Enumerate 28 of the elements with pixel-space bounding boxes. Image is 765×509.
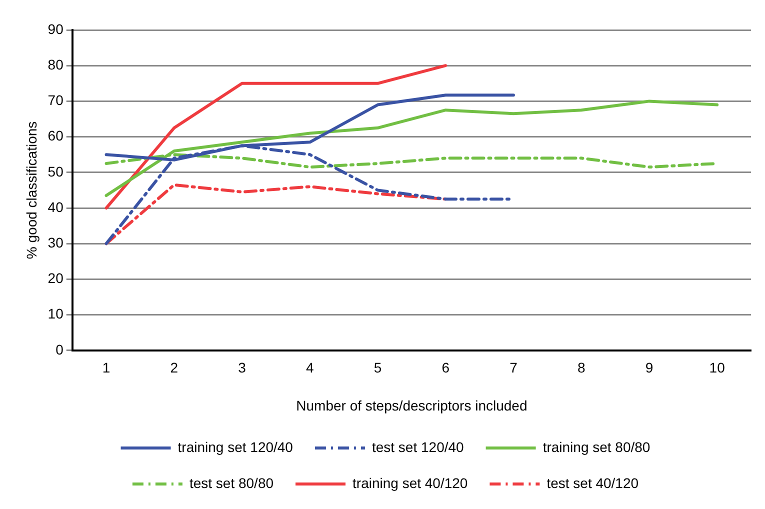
legend-label: training set 80/80 bbox=[542, 438, 650, 455]
y-tick-label: 20 bbox=[48, 270, 64, 286]
x-tick-label: 1 bbox=[102, 360, 110, 376]
x-tick-label: 8 bbox=[577, 360, 586, 376]
legend-label: test set 120/40 bbox=[372, 438, 464, 455]
legend-label: training set 120/40 bbox=[178, 438, 294, 455]
y-tick-label: 60 bbox=[48, 128, 64, 144]
y-tick-label: 50 bbox=[48, 163, 64, 180]
y-tick-label: 90 bbox=[48, 20, 64, 37]
x-tick-label: 9 bbox=[645, 360, 654, 376]
legend-label: test set 40/120 bbox=[546, 474, 639, 491]
y-tick-label: 70 bbox=[48, 92, 64, 108]
x-tick-label: 10 bbox=[709, 360, 726, 376]
y-tick-label: 0 bbox=[56, 341, 64, 358]
x-tick-label: 2 bbox=[170, 360, 178, 376]
legend-label: test set 80/80 bbox=[189, 474, 274, 491]
y-tick-label: 80 bbox=[48, 56, 64, 72]
y-tick-label: 40 bbox=[48, 198, 64, 215]
legend-label: training set 40/120 bbox=[352, 474, 468, 491]
x-tick-label: 3 bbox=[238, 360, 246, 376]
x-tick-label: 6 bbox=[442, 360, 450, 376]
y-tick-label: 10 bbox=[48, 306, 64, 322]
x-tick-label: 7 bbox=[510, 360, 518, 376]
y-axis-title: % good classifications bbox=[23, 121, 40, 260]
x-tick-label: 4 bbox=[306, 360, 314, 376]
y-tick-label: 30 bbox=[48, 234, 64, 250]
x-axis-title: Number of steps/descriptors included bbox=[296, 397, 528, 414]
x-tick-label: 5 bbox=[374, 360, 382, 376]
